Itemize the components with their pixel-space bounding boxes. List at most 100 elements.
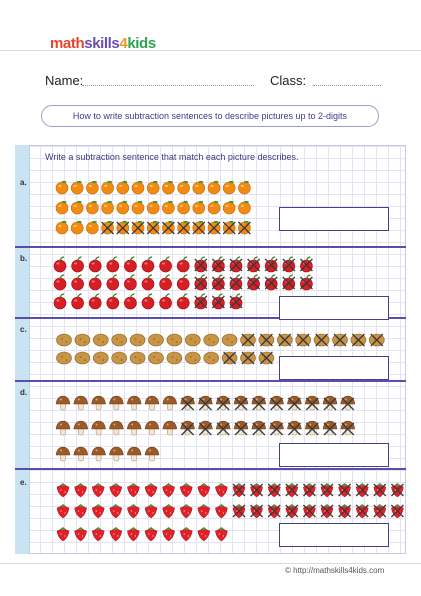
cross-mark — [101, 221, 115, 235]
potato-picture — [148, 351, 164, 365]
problem-label-e: e. — [20, 478, 27, 487]
cherry-picture — [71, 293, 84, 310]
orange-picture — [192, 200, 206, 215]
cherry-picture — [194, 293, 208, 310]
orange-picture — [192, 180, 206, 195]
cross-mark — [299, 258, 313, 272]
orange-picture — [55, 180, 69, 195]
mushroom-picture — [287, 420, 302, 436]
orange-picture — [161, 220, 175, 235]
class-field[interactable] — [313, 85, 381, 86]
cross-mark — [390, 483, 404, 497]
mushroom-picture — [144, 420, 160, 436]
cross-mark — [333, 333, 347, 347]
answer-box-a[interactable] — [279, 207, 389, 231]
orange-picture — [238, 180, 251, 195]
strawberry-picture — [355, 504, 369, 519]
strawberry-picture — [197, 483, 211, 498]
mushroom-picture — [55, 395, 71, 411]
potato-picture — [166, 351, 183, 365]
cherry-picture — [141, 293, 155, 310]
mushroom-picture — [162, 395, 178, 411]
potato-picture — [368, 333, 385, 347]
mushroom-picture — [198, 420, 213, 436]
section-divider — [15, 317, 406, 319]
strawberry-picture — [250, 504, 264, 519]
answer-box-e[interactable] — [279, 523, 389, 547]
strawberry-picture — [250, 483, 264, 498]
mushroom-picture — [109, 420, 124, 436]
orange-picture — [207, 220, 221, 235]
section-divider — [15, 380, 406, 382]
strawberry-picture — [179, 504, 193, 519]
answer-box-b[interactable] — [279, 296, 389, 320]
orange-picture — [177, 180, 190, 195]
cherry-picture — [106, 293, 120, 310]
mushroom-picture — [162, 420, 178, 436]
cross-mark — [116, 221, 130, 235]
potato-picture — [240, 333, 256, 347]
cherry-picture — [88, 293, 102, 310]
mushroom-picture — [269, 395, 284, 411]
potato-picture — [221, 351, 238, 365]
mushroom-picture — [269, 420, 284, 436]
cherry-picture — [71, 274, 84, 291]
cross-mark — [285, 483, 299, 497]
mushroom-picture — [198, 395, 213, 411]
cross-mark — [194, 295, 208, 309]
cross-mark — [282, 276, 296, 290]
potato-picture — [276, 333, 293, 347]
answer-box-d[interactable] — [279, 443, 389, 467]
strawberry-picture — [215, 483, 228, 498]
strawberry-picture — [74, 504, 87, 519]
answer-box-c[interactable] — [279, 356, 389, 380]
cross-mark — [252, 422, 266, 436]
name-field[interactable] — [82, 85, 254, 86]
cross-mark — [181, 397, 195, 411]
cherry-picture — [141, 274, 155, 291]
cross-mark — [146, 221, 160, 235]
strawberry-picture — [162, 504, 175, 519]
cross-mark — [282, 258, 296, 272]
cross-mark — [320, 504, 334, 518]
cross-mark — [241, 351, 255, 365]
cross-mark — [229, 276, 243, 290]
mushroom-picture — [340, 395, 356, 411]
cross-mark — [373, 483, 387, 497]
problem-label-b: b. — [20, 254, 28, 263]
cross-mark — [259, 333, 273, 347]
orange-picture — [101, 220, 115, 235]
mushroom-picture — [55, 446, 71, 462]
mushroom-picture — [180, 420, 195, 436]
mushroom-picture — [322, 395, 338, 411]
class-label: Class: — [270, 73, 307, 88]
orange-picture — [55, 200, 69, 215]
potato-picture — [240, 351, 256, 365]
cross-mark — [315, 333, 329, 347]
orange-picture — [237, 220, 251, 235]
cherry-picture — [141, 256, 155, 273]
cross-mark — [278, 333, 292, 347]
mushroom-picture — [91, 395, 106, 411]
cross-mark — [216, 397, 230, 411]
name-label: Name: — [45, 73, 84, 88]
cherry-picture — [211, 274, 225, 291]
cross-mark — [370, 333, 384, 347]
mushroom-picture — [91, 446, 106, 462]
cross-mark — [222, 221, 236, 235]
cross-mark — [247, 276, 261, 290]
orange-picture — [207, 200, 221, 215]
mushroom-picture — [287, 395, 302, 411]
strawberry-picture — [56, 483, 70, 498]
mushroom-picture — [55, 420, 71, 436]
strawberry-picture — [197, 527, 211, 542]
potato-picture — [56, 333, 72, 347]
strawberry-picture — [215, 504, 228, 519]
mushroom-picture — [251, 395, 267, 411]
mushroom-picture — [144, 395, 160, 411]
potato-picture — [221, 333, 238, 347]
section-divider — [15, 246, 406, 248]
mushroom-picture — [233, 420, 249, 436]
mushroom-picture — [233, 395, 249, 411]
